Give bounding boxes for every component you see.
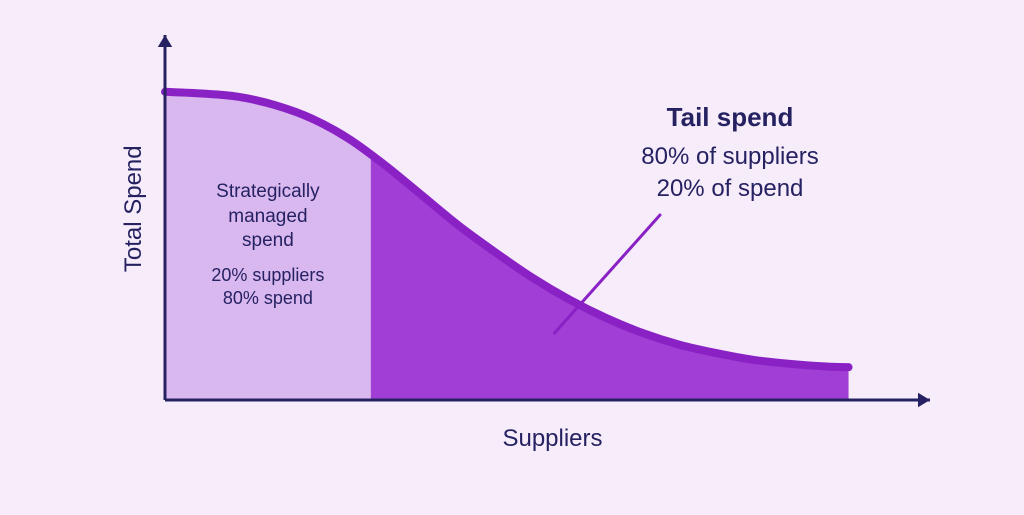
strategic-spend-stat2: 80% spend [173, 287, 363, 310]
chart-canvas: Total Spend Suppliers Strategically mana… [0, 0, 1024, 515]
strategic-spend-stat1: 20% suppliers [173, 264, 363, 287]
y-axis-label: Total Spend [120, 92, 148, 327]
tail-spend-title: Tail spend [600, 100, 860, 135]
tail-spend-line2: 20% of spend [600, 173, 860, 205]
tail-spend-line1: 80% of suppliers [600, 141, 860, 173]
strategic-spend-label: Strategically managed spend 20% supplier… [173, 180, 363, 311]
y-axis-arrow-icon [158, 35, 172, 47]
strategic-spend-title-line3: spend [173, 229, 363, 254]
strategic-spend-title-line2: managed [173, 205, 363, 230]
strategic-spend-title-line1: Strategically [173, 180, 363, 205]
tail-spend-callout: Tail spend 80% of suppliers 20% of spend [600, 100, 860, 206]
x-axis-label: Suppliers [453, 425, 653, 453]
x-axis-arrow-icon [918, 393, 930, 407]
